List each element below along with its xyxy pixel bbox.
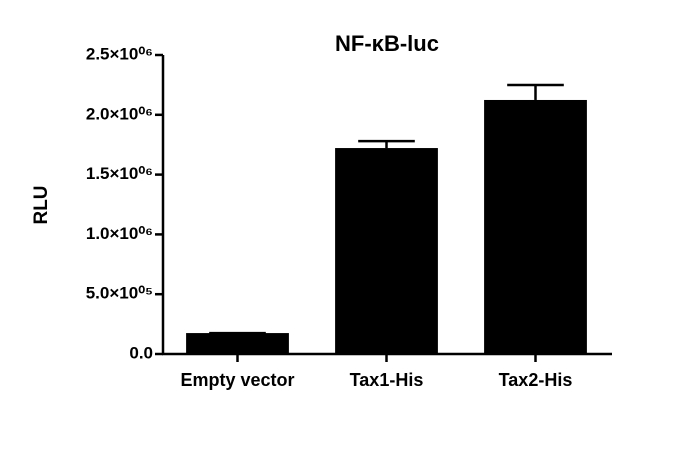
chart-title: NF-κB-luc: [335, 31, 439, 56]
bar: [186, 333, 289, 354]
y-tick-label: 5.0×10⁰⁵: [86, 284, 153, 303]
x-tick-label: Tax2-His: [499, 370, 573, 390]
y-tick-label: 0.0: [129, 343, 153, 362]
x-tick-label: Tax1-His: [350, 370, 424, 390]
y-tick-label: 1.0×10⁰⁶: [86, 224, 153, 243]
y-tick-label: 2.0×10⁰⁶: [86, 104, 153, 123]
bar: [484, 99, 587, 354]
bar: [335, 148, 438, 354]
y-axis-label: RLU: [31, 185, 52, 224]
y-tick-label: 1.5×10⁰⁶: [86, 164, 153, 183]
y-tick-label: 2.5×10⁰⁶: [86, 44, 153, 63]
x-tick-label: Empty vector: [180, 370, 294, 390]
